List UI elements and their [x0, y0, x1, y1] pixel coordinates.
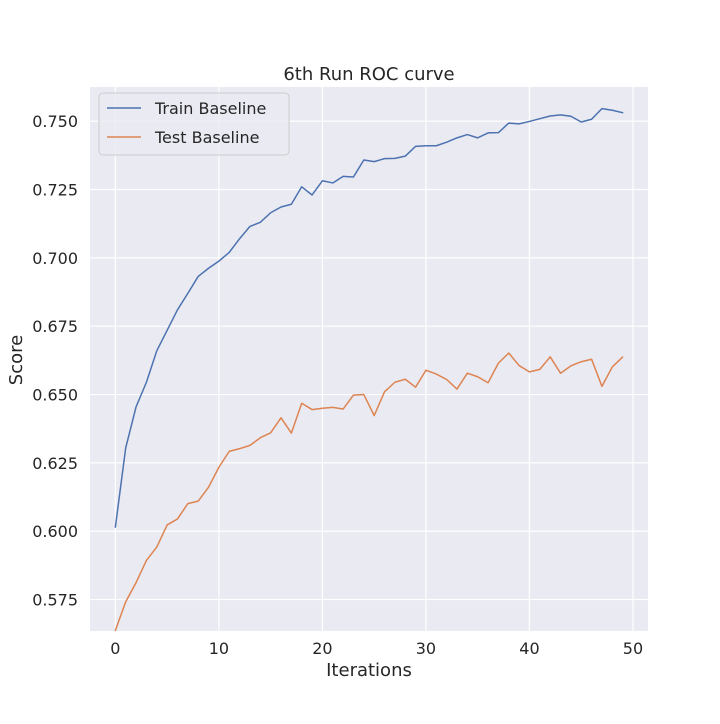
x-tick-label: 20	[312, 639, 332, 658]
chart-title: 6th Run ROC curve	[283, 64, 454, 85]
y-tick-labels: 0.575 0.600 0.625 0.650 0.675 0.700 0.725 0.750	[32, 112, 78, 609]
y-tick-label: 0.675	[32, 317, 78, 336]
gridlines	[90, 87, 648, 631]
x-tick-labels: 0 10 20 30 40 50	[110, 639, 643, 658]
legend-label-test: Test Baseline	[154, 128, 259, 147]
legend-label-train: Train Baseline	[154, 99, 266, 118]
y-axis-label: Score	[6, 335, 27, 385]
plot-area	[90, 87, 648, 631]
x-tick-label: 30	[416, 639, 436, 658]
y-tick-label: 0.575	[32, 591, 78, 610]
y-tick-label: 0.750	[32, 112, 78, 131]
y-tick-label: 0.625	[32, 454, 78, 473]
legend: Train Baseline Test Baseline	[98, 92, 290, 156]
y-tick-label: 0.725	[32, 181, 78, 200]
series-line-test	[114, 352, 624, 632]
y-tick-label: 0.650	[32, 386, 78, 405]
series-lines	[114, 107, 624, 632]
y-tick-label: 0.600	[32, 522, 78, 541]
x-tick-label: 50	[623, 639, 643, 658]
x-tick-label: 40	[519, 639, 539, 658]
legend-box	[98, 92, 290, 156]
x-tick-label: 10	[209, 639, 229, 658]
series-line-train	[114, 107, 624, 528]
y-tick-label: 0.700	[32, 249, 78, 268]
x-tick-label: 0	[110, 639, 120, 658]
x-axis-label: Iterations	[326, 660, 412, 681]
